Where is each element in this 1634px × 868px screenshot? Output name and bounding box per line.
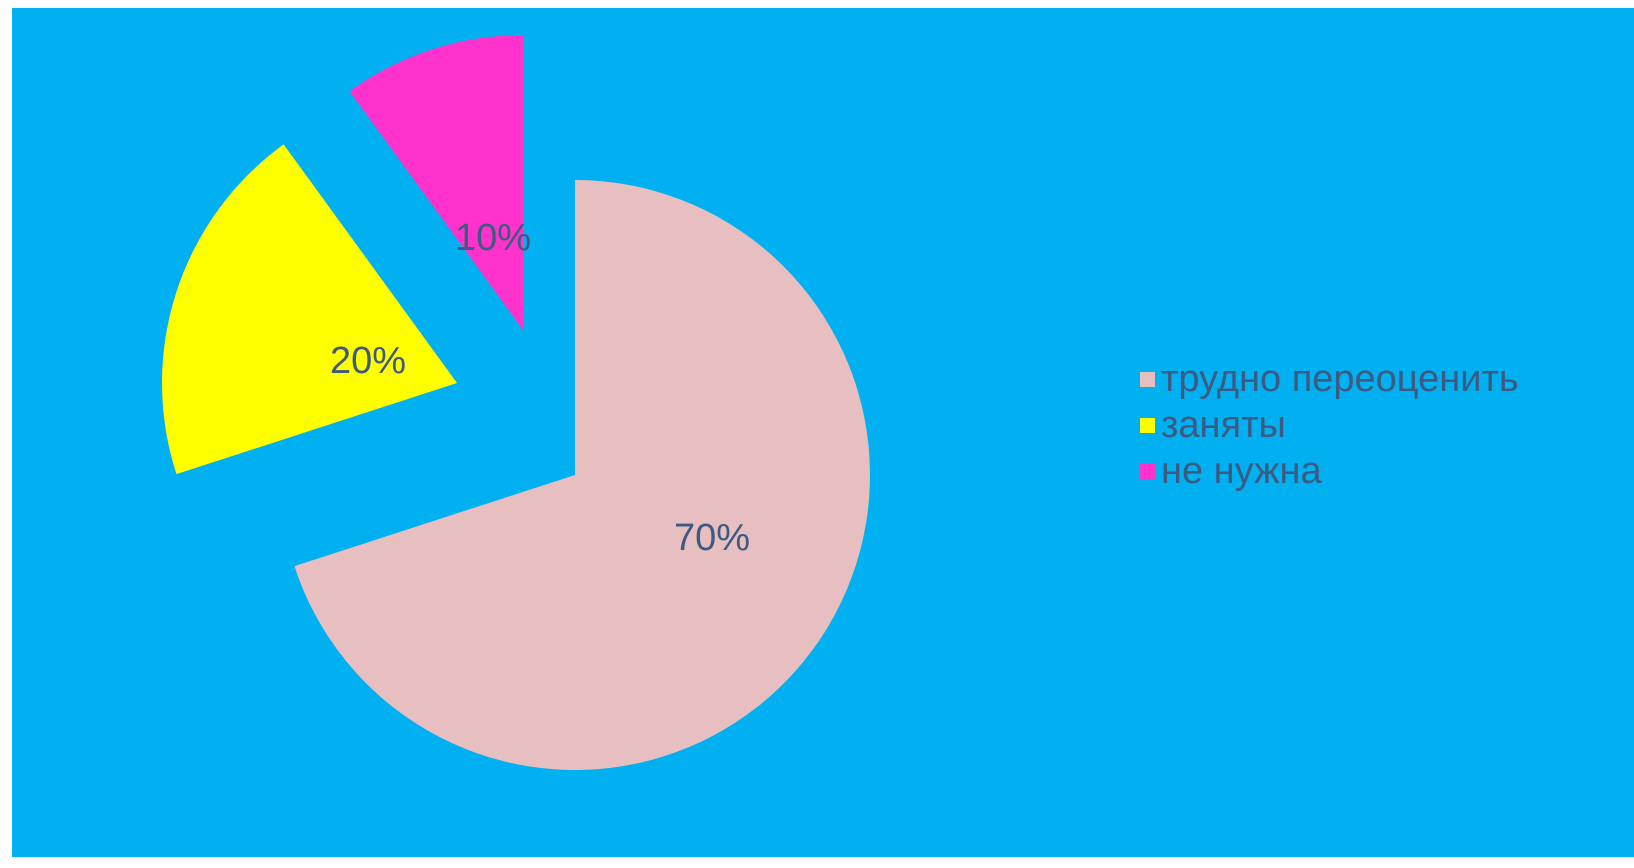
legend-item: заняты xyxy=(1140,402,1519,448)
legend-swatch xyxy=(1140,371,1155,387)
legend-swatch xyxy=(1140,417,1155,433)
legend: трудно переоценить заняты не нужна xyxy=(1140,356,1519,494)
slice-value-label: 10% xyxy=(455,217,531,259)
legend-item: трудно переоценить xyxy=(1140,356,1519,402)
pie-slice xyxy=(349,34,523,330)
slice-value-label: 20% xyxy=(330,340,406,382)
slice-value-label: 70% xyxy=(674,517,750,559)
legend-label: трудно переоценить xyxy=(1161,358,1519,400)
legend-label: заняты xyxy=(1161,404,1286,446)
pie-slice xyxy=(294,180,870,770)
legend-swatch xyxy=(1140,463,1155,479)
legend-label: не нужна xyxy=(1161,450,1322,492)
pie-slice xyxy=(162,144,458,475)
legend-item: не нужна xyxy=(1140,448,1519,494)
